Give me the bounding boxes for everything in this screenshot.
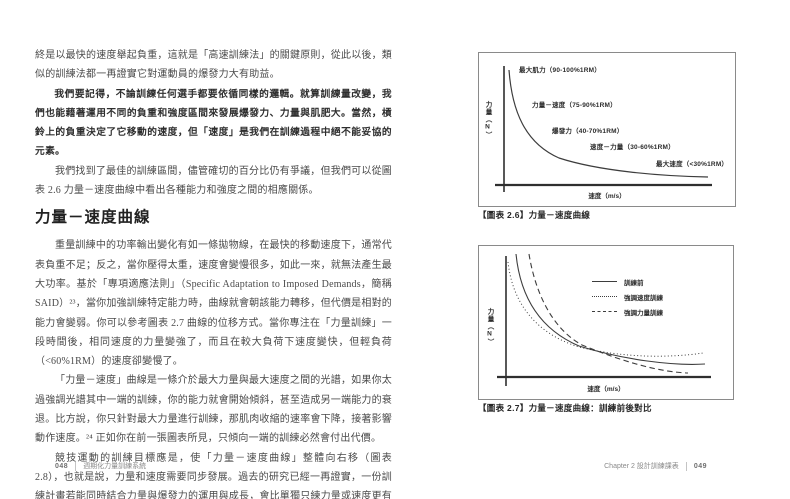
- curve-pre-training: [515, 253, 706, 365]
- paragraph-emphasis: 我們要記得，不論訓練任何選手都要依循同樣的邏輯。就算訓練量改變，我們也能藉著運用…: [35, 88, 392, 158]
- paragraph: 「力量－速度」曲線是一條介於最大力量與最大速度之間的光譜，如果你太過強調光譜其中…: [35, 375, 392, 445]
- chart-2-6-plot: [495, 66, 712, 192]
- legend-label: 強調速度訓練: [624, 294, 663, 302]
- book-title: 週期化力量訓練系統: [83, 463, 147, 470]
- y-axis-label: 力量（N）: [486, 308, 493, 346]
- chart-2-6: 最大肌力（90-100%1RM） 力量－速度（75-90%1RM） 爆發力（40…: [478, 52, 736, 207]
- force-velocity-curve: [508, 69, 709, 178]
- legend-item-pre-training: 訓練前: [592, 274, 663, 289]
- footer-divider: [685, 461, 687, 471]
- page-number: 049: [693, 462, 707, 470]
- page-number: 048: [55, 462, 69, 470]
- chart-2-7-caption: 【圖表 2.7】力量－速度曲線：訓練前後對比: [478, 403, 652, 413]
- paragraph: 我們找到了最佳的訓練區間，儘管確切的百分比仍有爭議，但我們可以從圖表 2.6 力…: [35, 165, 392, 197]
- annotation-max-strength: 最大肌力（90-100%1RM）: [519, 67, 601, 74]
- legend-line-dashed: [592, 311, 617, 312]
- legend: 訓練前 強調速度訓練 強調力量訓練: [592, 274, 663, 319]
- footer-divider: [75, 461, 77, 471]
- y-axis-label: 力量（N）: [484, 101, 491, 139]
- left-page-footer: 048 週期化力量訓練系統: [55, 461, 146, 471]
- section-heading: 力量－速度曲線: [35, 209, 151, 227]
- legend-label: 訓練前: [624, 279, 644, 287]
- annotation-power: 爆發力（40-70%1RM）: [552, 128, 624, 135]
- x-axis-label: 速度（m/s）: [587, 386, 625, 393]
- annotation-strength-speed: 力量－速度（75-90%1RM）: [532, 102, 617, 109]
- curve-strength-training: [528, 253, 689, 374]
- paragraph: 重量訓練中的功率輸出變化有如一條拋物線，在最快的移動速度下，通常代表負重不足；反…: [35, 240, 392, 368]
- annotation-speed-strength: 速度－力量（30-60%1RM）: [590, 144, 675, 151]
- chapter-title: Chapter 2 設計訓練課表: [604, 463, 679, 470]
- left-page-text-column: 終是以最快的速度舉起負重，這就是「高速訓練法」的關鍵原則，從此以後，類似的訓練法…: [35, 46, 392, 499]
- chart-2-7-plot: [497, 253, 711, 386]
- chart-2-7: 訓練前 強調速度訓練 強調力量訓練 速度（m/s） 力量（N）: [478, 245, 734, 400]
- paragraph: 競技運動的訓練目標應是，使「力量－速度曲線」整體向右移（圖表 2.8），也就是說…: [35, 452, 392, 499]
- legend-item-speed-training: 強調速度訓練: [592, 289, 663, 304]
- chart-2-6-caption: 【圖表 2.6】力量－速度曲線: [478, 210, 591, 220]
- paragraph: 終是以最快的速度舉起負重，這就是「高速訓練法」的關鍵原則，從此以後，類似的訓練法…: [35, 50, 392, 81]
- right-page-footer: Chapter 2 設計訓練課表 049: [604, 461, 707, 471]
- legend-label: 強調力量訓練: [624, 309, 663, 317]
- annotation-max-speed: 最大速度（<30%1RM）: [656, 161, 729, 168]
- x-axis-label: 速度（m/s）: [588, 193, 626, 200]
- legend-line-solid: [592, 281, 617, 282]
- legend-item-strength-training: 強調力量訓練: [592, 304, 663, 319]
- legend-line-dotted: [592, 296, 617, 297]
